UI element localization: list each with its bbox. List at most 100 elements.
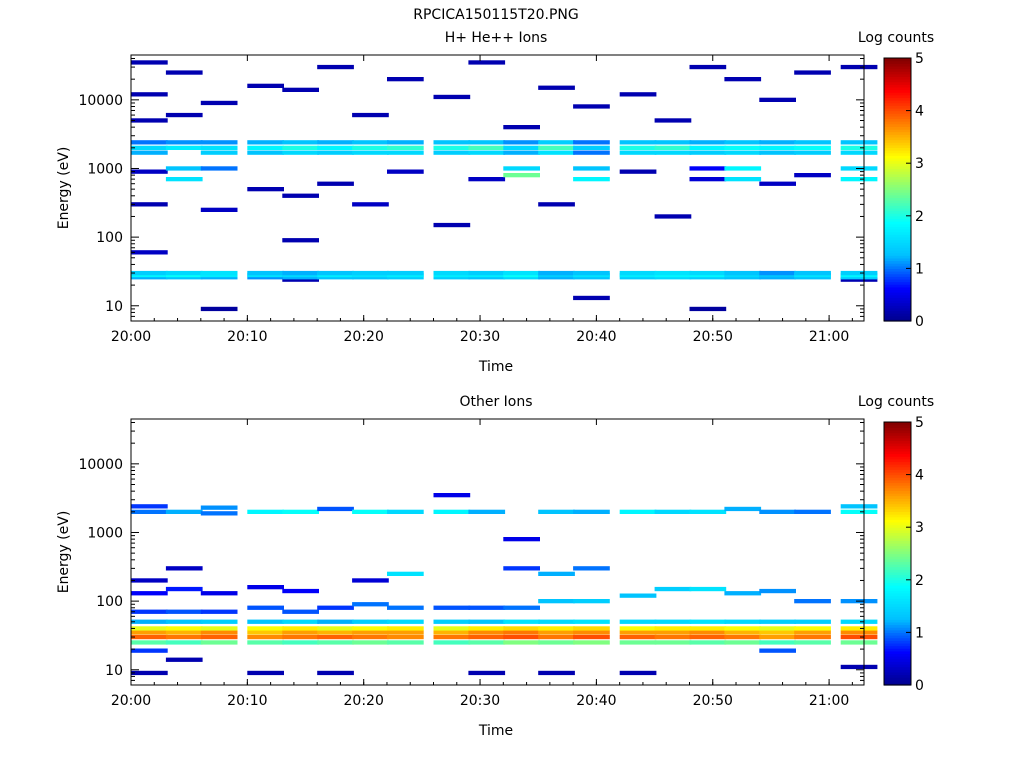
heatmap-cell (352, 270, 389, 276)
heatmap-cell (433, 619, 471, 624)
heatmap-cell (538, 509, 575, 514)
colorbar-segment (884, 228, 911, 233)
heatmap-cell (352, 602, 389, 607)
heatmap-cell (352, 619, 389, 624)
heatmap-cell (165, 657, 203, 662)
heatmap-cell (503, 270, 540, 276)
heatmap-cell (538, 626, 575, 631)
heatmap-cell (247, 83, 284, 88)
panel-top-xlabel: Time (478, 359, 513, 375)
heatmap-cell (282, 626, 319, 631)
heatmap-cell (759, 97, 796, 102)
panel-bottom-xlabel: Time (478, 723, 513, 739)
heatmap-cell (165, 566, 203, 571)
colorbar-segment (884, 71, 911, 75)
heatmap-cell (573, 270, 610, 276)
heatmap-cell (468, 145, 506, 150)
heatmap-cell (433, 150, 471, 155)
heatmap-cell (759, 275, 796, 280)
heatmap-cell (433, 270, 471, 276)
colorbar-segment (884, 566, 911, 570)
heatmap-cell (573, 166, 610, 171)
heatmap-cell (573, 626, 610, 631)
heatmap-cell (247, 140, 284, 145)
heatmap-cell (840, 664, 878, 670)
heatmap-cell (247, 187, 284, 192)
colorbar-segment (884, 210, 911, 214)
colorbar-segment (884, 422, 911, 426)
panel-bottom-cells (131, 493, 878, 676)
heatmap-cell (503, 619, 540, 624)
colorbar-segment (884, 249, 911, 254)
heatmap-cell (689, 166, 727, 171)
heatmap-cell (165, 640, 203, 645)
heatmap-cell (724, 626, 762, 631)
colorbar-segment (884, 669, 911, 673)
colorbar-segment (884, 482, 911, 486)
heatmap-cell (538, 599, 575, 604)
colorbar-segment (884, 471, 911, 476)
heatmap-cell (794, 140, 831, 145)
heatmap-cell (654, 214, 692, 219)
heatmap-cell (840, 640, 878, 645)
colorbar-segment (884, 548, 911, 552)
colorbar-segment (884, 571, 911, 576)
heatmap-cell (200, 100, 238, 106)
heatmap-cell (759, 150, 796, 155)
heatmap-cell (317, 670, 354, 676)
heatmap-cell (724, 506, 762, 512)
colorbar-tick-label: 0 (915, 314, 924, 330)
colorbar-segment (884, 165, 911, 170)
heatmap-cell (759, 145, 796, 150)
colorbar-tick-label: 4 (915, 468, 924, 484)
colorbar-segment (884, 268, 911, 272)
heatmap-cell (282, 640, 319, 645)
heatmap-cell (840, 150, 878, 155)
panel-top-axes: 20:00 20:10 20:20 20:30 20:40 20:50 21:00 10 100… (78, 55, 864, 345)
heatmap-cell (573, 509, 610, 514)
heatmap-cell (387, 571, 424, 576)
heatmap-cell (503, 566, 540, 571)
heatmap-cell (619, 150, 657, 155)
heatmap-cell (654, 640, 692, 645)
heatmap-cell (433, 605, 471, 610)
colorbar-segment (884, 247, 911, 251)
heatmap-cell (468, 270, 506, 276)
heatmap-cell (654, 509, 692, 514)
heatmap-cell (538, 275, 575, 280)
colorbar-segment (884, 677, 911, 681)
heatmap-cell (433, 493, 471, 498)
y-tick-label: 1000 (87, 525, 123, 541)
colorbar-segment (884, 131, 911, 135)
heatmap-cell (724, 150, 762, 155)
x-tick-label: 20:30 (460, 693, 500, 709)
x-tick-label: 20:10 (227, 693, 267, 709)
panel-top-title: H+ He++ Ions (445, 30, 548, 46)
colorbar-segment (884, 181, 911, 185)
heatmap-cell (282, 140, 319, 145)
colorbar-segment (884, 297, 911, 301)
heatmap-cell (654, 140, 692, 145)
colorbar-segment (884, 129, 911, 133)
heatmap-cell (387, 275, 424, 280)
colorbar-segment (884, 123, 911, 127)
heatmap-cell (200, 306, 238, 312)
colorbar-segment (884, 653, 911, 657)
colorbar-segment (884, 65, 911, 70)
x-tick-label: 20:00 (111, 329, 151, 345)
colorbar-segment (884, 506, 911, 510)
heatmap-cell (538, 634, 575, 640)
heatmap-cell (794, 599, 831, 604)
colorbar-segment (884, 107, 911, 112)
colorbar-segment (884, 315, 911, 319)
heatmap-cell (724, 77, 762, 82)
heatmap-cell (282, 619, 319, 624)
heatmap-cell (282, 150, 319, 155)
colorbar-tick-label: 3 (915, 156, 924, 172)
colorbar-segment (884, 632, 911, 636)
heatmap-cell (840, 270, 878, 276)
colorbar-segment (884, 63, 911, 67)
heatmap-cell (840, 626, 878, 631)
heatmap-cell (200, 140, 238, 145)
colorbar-segment (884, 113, 911, 117)
